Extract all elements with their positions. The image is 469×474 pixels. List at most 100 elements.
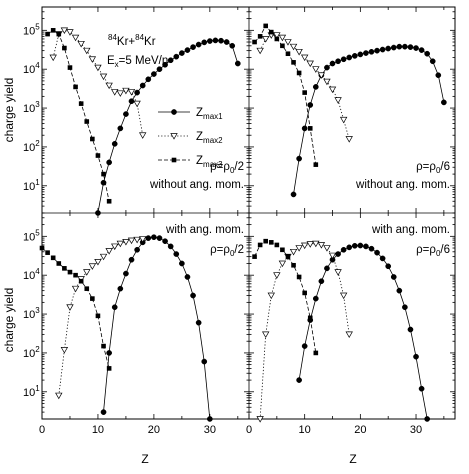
data-point-max3 xyxy=(50,28,56,33)
series-line-max1 xyxy=(103,236,211,420)
data-point-max1 xyxy=(418,385,425,392)
data-point-max3 xyxy=(67,269,73,275)
data-point-max1 xyxy=(363,243,369,250)
y-tick-label: 102 xyxy=(23,345,40,360)
data-point-max2 xyxy=(66,29,74,36)
data-point-max1 xyxy=(368,245,375,252)
data-point-max1 xyxy=(351,53,358,59)
y-tick-label: 105 xyxy=(23,22,40,37)
data-point-max2 xyxy=(323,78,331,86)
series-max2-top-right xyxy=(256,32,353,143)
data-point-max1 xyxy=(218,37,224,44)
data-point-max2 xyxy=(295,48,303,56)
y-tick-label: 101 xyxy=(23,178,40,193)
density-suffix: /6 xyxy=(440,244,450,256)
data-point-max3 xyxy=(78,278,84,284)
density-subscript: 0 xyxy=(230,249,235,258)
data-point-max1 xyxy=(106,159,112,166)
data-point-max1 xyxy=(301,343,308,349)
data-point-max1 xyxy=(424,50,431,57)
reaction-mass-1: 84 xyxy=(108,33,117,42)
series-line-max2 xyxy=(52,29,144,136)
legend-label-base: Z xyxy=(196,131,203,143)
data-point-max1 xyxy=(357,242,364,249)
data-point-max3 xyxy=(263,23,269,29)
panel-top-right: ρ=ρ0/6 without ang. mom. xyxy=(248,7,455,214)
data-point-max3 xyxy=(313,162,319,167)
data-point-max1 xyxy=(162,61,168,68)
reaction-label: 84Kr+84Kr xyxy=(108,33,156,48)
data-point-max1 xyxy=(340,246,347,253)
data-point-max1 xyxy=(346,244,353,251)
data-point-max2 xyxy=(122,239,130,246)
data-point-max2 xyxy=(273,272,281,279)
data-point-max2 xyxy=(317,72,326,79)
series-max3-top-left xyxy=(45,28,112,204)
legend-item-max1: Zmax1 xyxy=(158,107,223,121)
data-point-max1 xyxy=(184,47,191,53)
ticks-top-right xyxy=(248,7,455,214)
data-point-max2 xyxy=(261,331,270,339)
data-point-max3 xyxy=(90,296,95,301)
data-point-max2 xyxy=(300,242,309,250)
y-tick-exponent: 3 xyxy=(35,306,40,315)
x-tick-label: 30 xyxy=(204,424,216,436)
data-point-max1 xyxy=(162,238,168,245)
data-point-max1 xyxy=(167,57,174,64)
data-point-max1 xyxy=(206,416,213,422)
y-tick-label: 103 xyxy=(23,100,40,115)
series-max2-bottom-right xyxy=(256,240,353,423)
data-point-max2 xyxy=(55,392,63,400)
data-point-max1 xyxy=(234,60,241,67)
x-tick-label: 10 xyxy=(92,424,104,436)
x-axis-title-left: Z xyxy=(141,452,148,466)
data-point-max1 xyxy=(123,111,129,117)
series-max3-bottom-right xyxy=(252,238,319,356)
data-point-max1 xyxy=(184,274,191,280)
panel-bottom-right: ρ=ρ0/6 with ang. mom. xyxy=(248,213,455,423)
density-label: ρ=ρ0/6 xyxy=(416,244,450,258)
series-max3-top-right xyxy=(252,23,319,167)
data-point-max1 xyxy=(318,278,325,285)
data-point-max1 xyxy=(156,235,163,241)
data-point-max2 xyxy=(289,248,298,256)
data-point-max2 xyxy=(289,43,298,51)
data-point-max1 xyxy=(201,39,208,46)
y-axis-title-top: charge yield xyxy=(2,78,16,143)
data-point-max3 xyxy=(252,254,257,259)
data-point-max1 xyxy=(441,99,447,106)
legend-item-max3: Zmax3 xyxy=(158,155,223,169)
legend-label: Zmax3 xyxy=(196,155,223,169)
data-point-max3 xyxy=(45,250,50,255)
data-point-max1 xyxy=(156,66,163,73)
data-point-max1 xyxy=(106,350,112,356)
x-tick-label: 30 xyxy=(410,424,422,436)
data-point-max2 xyxy=(256,47,264,55)
density-prefix: ρ=ρ xyxy=(210,244,230,256)
density-suffix: /6 xyxy=(440,161,450,173)
data-point-max1 xyxy=(363,50,369,56)
angular-momentum-label: without ang. mom. xyxy=(149,179,244,191)
y-tick-exponent: 1 xyxy=(35,384,40,393)
data-point-max1 xyxy=(390,274,397,280)
data-point-max3 xyxy=(95,153,101,158)
data-point-max2 xyxy=(71,34,80,42)
data-point-max3 xyxy=(307,126,313,131)
density-label: ρ=ρ0/2 xyxy=(210,161,244,175)
y-tick-exponent: 2 xyxy=(35,139,40,148)
data-point-max3 xyxy=(90,136,95,142)
y-tick-base: 10 xyxy=(23,142,35,154)
data-point-max1 xyxy=(407,326,414,333)
data-point-max1 xyxy=(379,46,386,53)
data-point-max1 xyxy=(307,102,314,108)
data-point-max2 xyxy=(328,86,337,94)
data-point-max1 xyxy=(100,409,107,415)
data-point-max1 xyxy=(179,260,185,267)
data-point-max1 xyxy=(312,84,319,90)
ticks-top-left xyxy=(41,7,249,214)
y-tick-exponent: 3 xyxy=(35,100,40,109)
data-point-max1 xyxy=(195,41,202,48)
series-line-max3 xyxy=(41,247,110,369)
x-tick-label: 10 xyxy=(299,424,311,436)
data-point-max3 xyxy=(62,266,67,271)
